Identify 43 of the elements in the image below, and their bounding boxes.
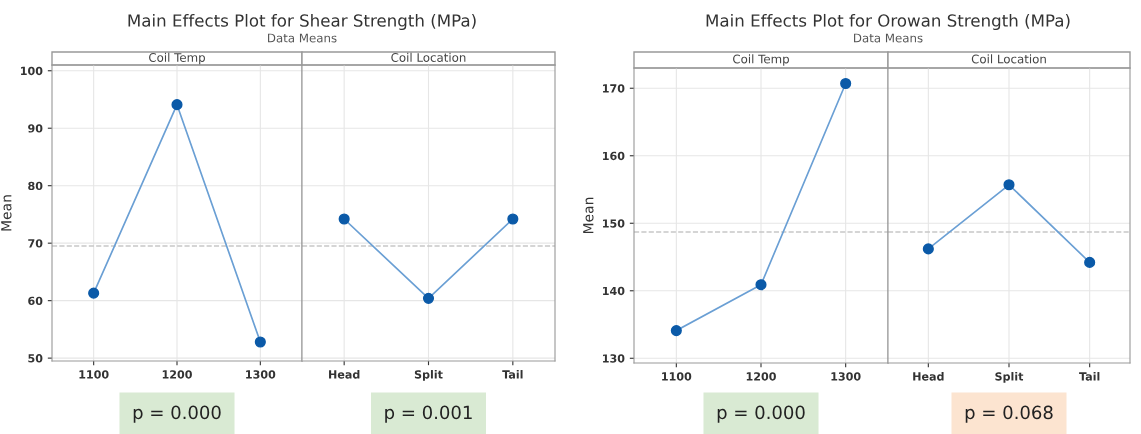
point	[670, 325, 682, 337]
y-tick-label: 100	[21, 66, 43, 76]
text: p = 0.000	[717, 405, 805, 423]
chart-title: Main Effects Plot for Orowan Strength (MPa)	[706, 13, 1070, 31]
text: Coil Location	[391, 52, 466, 62]
y-tick-label: 150	[603, 219, 625, 228]
x-tick-label: Split	[995, 372, 1024, 383]
point	[254, 336, 266, 348]
text: p = 0.001	[385, 405, 472, 423]
x-tick-label: Head	[329, 370, 360, 379]
y-tick-label: 70	[28, 239, 43, 248]
text: Coil Temp	[149, 52, 205, 65]
y-tick-label: 60	[28, 296, 43, 306]
y-tick-label: 80	[28, 181, 43, 191]
point	[88, 287, 100, 299]
point	[840, 77, 852, 90]
y-tick-label: 160	[603, 151, 625, 161]
x-tick-label: Split	[414, 370, 443, 381]
y-tick-label: 50	[28, 354, 43, 363]
y-tick-label: 170	[603, 84, 625, 93]
x-tick-label: 1300	[246, 370, 276, 379]
x-tick-label: Tail	[1079, 372, 1100, 381]
x-tick-label: Tail	[502, 370, 523, 379]
chart-subtitle: Data Means	[854, 33, 923, 43]
text: Coil Temp	[733, 54, 789, 66]
x-tick-label: Head	[913, 372, 944, 381]
y-tick-label: 90	[28, 124, 43, 133]
y-axis-title: Mean	[583, 197, 594, 234]
point	[755, 279, 767, 291]
x-tick-label: 1200	[162, 370, 192, 379]
text: Coil Location	[971, 54, 1046, 64]
x-tick-label: 1100	[662, 372, 692, 381]
text: p = 0.068	[965, 405, 1053, 423]
x-tick-label: 1100	[79, 370, 109, 379]
x-tick-label: 1200	[746, 372, 776, 381]
y-tick-label: 130	[603, 354, 625, 363]
y-tick-label: 140	[603, 286, 625, 296]
x-tick-label: 1300	[831, 372, 861, 381]
chart-subtitle: Data Means	[268, 33, 337, 43]
text: p = 0.000	[133, 405, 221, 423]
point	[171, 99, 183, 111]
y-axis-title: Mean	[1, 195, 12, 231]
chart-title: Main Effects Plot for Shear Strength (MPa)	[128, 13, 476, 31]
